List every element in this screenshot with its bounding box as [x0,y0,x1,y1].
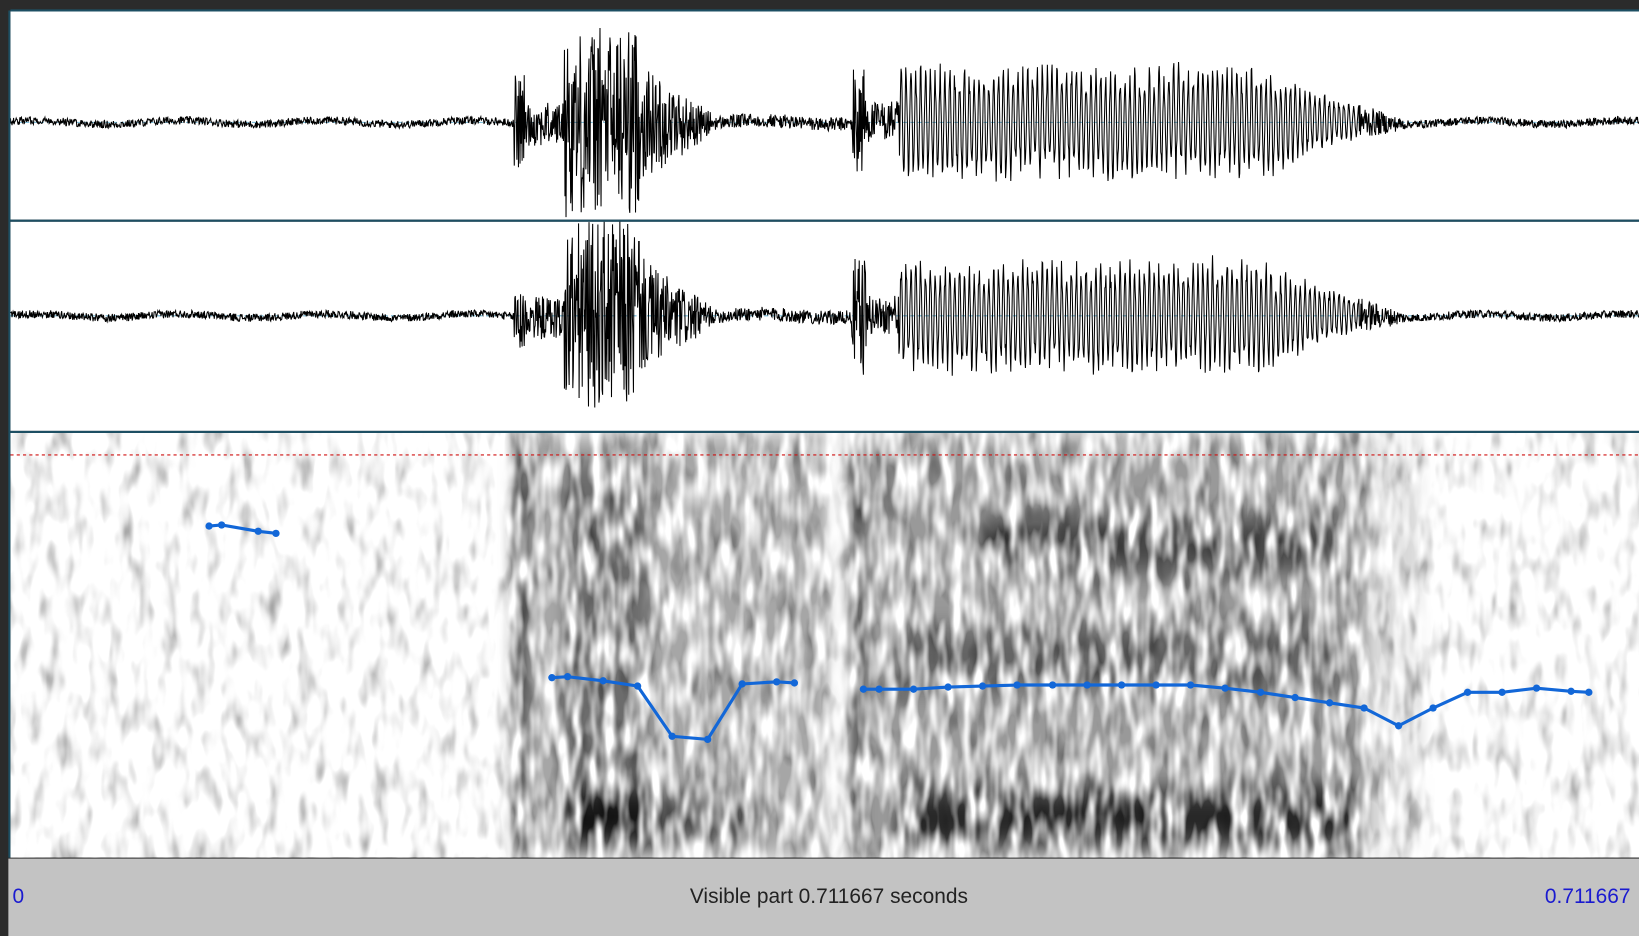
pitch-point [1498,689,1505,696]
pitch-point [1257,689,1264,696]
pitch-point [255,528,262,535]
end-time: 0.711667 [1545,885,1631,908]
pitch-point [548,674,555,681]
pitch-point [564,673,571,680]
pitch-point [1429,704,1436,711]
pitch-point [272,530,279,537]
channel-2-panel [10,222,1639,431]
pitch-point [944,683,951,690]
pitch-point [791,679,798,686]
pitch-point [979,682,986,689]
pitch-point [1567,688,1574,695]
pitch-point [218,521,225,528]
pitch-point [1083,681,1090,688]
texture [10,433,1639,858]
pitch-point [1533,684,1540,691]
pitch-point [1360,704,1367,711]
pitch-point [738,680,745,687]
pitch-point [1221,684,1228,691]
pitch-point [1464,689,1471,696]
pitch-point [773,678,780,685]
pitch-point [910,686,917,693]
pitch-point [1326,699,1333,706]
pitch-point [875,686,882,693]
pitch-point [1187,681,1194,688]
pitch-point [704,736,711,743]
pitch-point [1152,681,1159,688]
page: {"footer": {"start_time": "0", "visible_… [0,0,1639,936]
sound-editor: 0 Visible part 0.711667 seconds 0.711667 [0,0,1639,936]
pitch-point [1013,681,1020,688]
pitch-point [205,522,212,529]
spectrogram [10,433,1639,858]
pitch-point [634,682,641,689]
pitch-point [860,686,867,693]
start-time: 0 [13,885,25,908]
channel-1-panel [10,10,1639,219]
pitch-point [1118,681,1125,688]
pitch-point [1585,689,1592,696]
pitch-point [1395,722,1402,729]
pitch-point [1049,681,1056,688]
visible-part: Visible part 0.711667 seconds [690,885,968,908]
pitch-point [668,733,675,740]
pitch-point [599,677,606,684]
pitch-point [1291,694,1298,701]
